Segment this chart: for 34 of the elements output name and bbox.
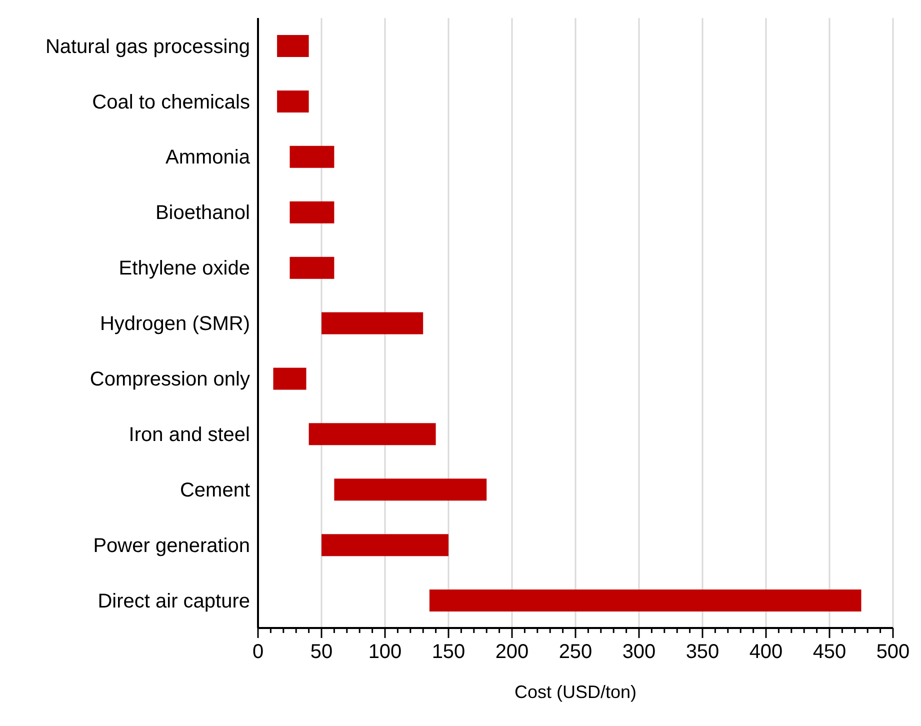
- bar: [277, 90, 309, 112]
- x-tick-label: 350: [686, 641, 720, 663]
- x-axis-title: Cost (USD/ton): [514, 682, 637, 702]
- x-tick-label: 500: [876, 641, 910, 663]
- x-tick-label: 100: [368, 641, 402, 663]
- bar: [290, 256, 334, 279]
- bar: [277, 35, 309, 57]
- y-tick-label: Compression only: [90, 368, 250, 391]
- y-tick-label: Natural gas processing: [45, 36, 250, 58]
- y-tick-label: Hydrogen (SMR): [100, 313, 250, 336]
- bar: [334, 478, 487, 501]
- x-tick-label: 300: [622, 641, 656, 663]
- y-tick-label: Cement: [180, 479, 250, 502]
- x-tick-label: 150: [432, 641, 466, 663]
- y-tick-label: Ammonia: [166, 146, 251, 169]
- bar: [322, 534, 448, 556]
- x-tick-label: 0: [252, 641, 264, 663]
- x-tick-label: 200: [495, 641, 529, 663]
- bar: [273, 368, 306, 390]
- y-tick-label: Ethylene oxide: [118, 258, 250, 280]
- y-tick-label: Bioethanol: [155, 202, 250, 224]
- x-tick-label: 250: [558, 641, 592, 663]
- bar: [290, 146, 334, 168]
- x-tick-label: 450: [812, 641, 846, 663]
- bar: [429, 590, 862, 612]
- bar: [290, 201, 334, 224]
- x-tick-label: 50: [310, 641, 333, 663]
- y-tick-label: Coal to chemicals: [92, 91, 250, 114]
- y-tick-label: Direct air capture: [98, 590, 250, 612]
- y-tick-label: Power generation: [93, 534, 250, 557]
- y-tick-label: Iron and steel: [128, 424, 250, 446]
- x-tick-label: 400: [749, 641, 783, 663]
- bar: [308, 423, 436, 446]
- bar: [322, 312, 424, 334]
